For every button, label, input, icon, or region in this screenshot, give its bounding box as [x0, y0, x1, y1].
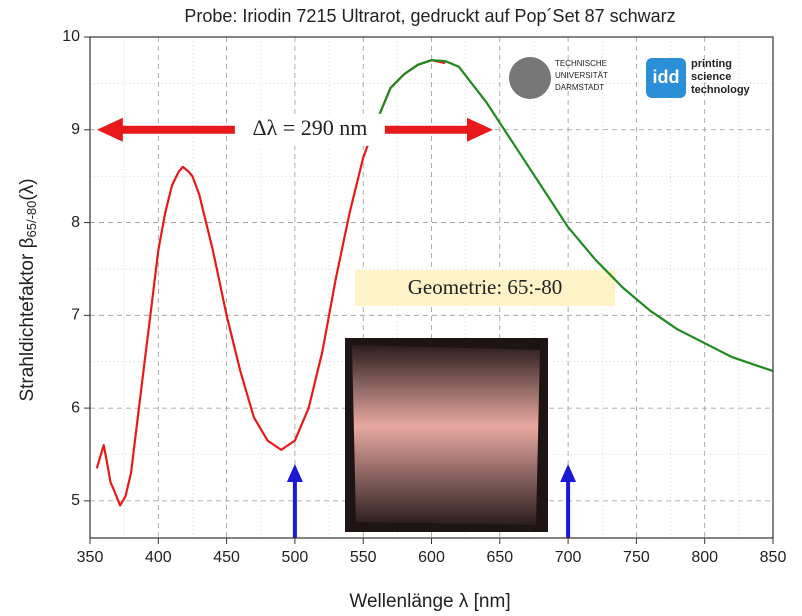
annotation-text: Δλ = 290 nm — [252, 115, 367, 140]
logo-tu-line: TECHNISCHE — [555, 59, 607, 68]
logo-tu-emblem — [509, 57, 551, 99]
data-line — [95, 59, 446, 507]
arrow-head — [466, 117, 493, 142]
annotation-box — [355, 270, 615, 306]
x-axis-label: Wellenlänge λ [nm] — [349, 591, 510, 612]
y-axis-label: Strahldichtefaktor β65/-80(λ) — [17, 178, 39, 401]
annotation-bg — [234, 113, 385, 146]
annotation-text: Geometrie: 65:-80 — [408, 275, 563, 299]
photo-sample — [352, 345, 540, 525]
x-tick-label: 350 — [77, 549, 104, 566]
x-tick-label: 800 — [691, 549, 718, 566]
y-label-suffix: (λ) — [17, 178, 38, 200]
logo-idd-text: idd — [653, 67, 680, 87]
x-tick-label: 550 — [350, 549, 377, 566]
y-label-text: Strahldichtefaktor β — [17, 237, 38, 401]
x-tick-label: 650 — [486, 549, 513, 566]
logos: TECHNISCHE UNIVERSITÄT DARMSTADT idd pri… — [509, 57, 751, 99]
x-tick-label: 450 — [213, 549, 240, 566]
y-tick-label: 6 — [71, 399, 80, 416]
y-tick-label: 10 — [62, 28, 80, 45]
logo-tu-line: DARMSTADT — [555, 83, 604, 92]
x-tick-label: 600 — [418, 549, 445, 566]
marker-arrow-head — [286, 464, 303, 482]
x-tick-label: 850 — [760, 549, 787, 566]
y-label-subscript: 65/-80 — [24, 201, 39, 238]
delta-arrow: Δλ = 290 nm — [96, 113, 493, 146]
plot: Δλ = 290 nm — [95, 59, 774, 538]
arrow-head — [96, 117, 123, 142]
data-line — [375, 59, 774, 373]
y-tick-label: 5 — [71, 492, 80, 509]
y-tick-label: 7 — [71, 307, 80, 324]
sample-photo — [345, 338, 548, 532]
logo-idd-line: science — [691, 71, 731, 83]
logo-idd-badge — [646, 58, 686, 98]
x-tick-label: 700 — [555, 549, 582, 566]
x-tick-label: 750 — [623, 549, 650, 566]
logo-tu-line: UNIVERSITÄT — [555, 71, 608, 80]
y-tick-label: 8 — [71, 214, 80, 231]
logo-idd-line: printing — [691, 58, 732, 70]
chart-title: Probe: Iriodin 7215 Ultrarot, gedruckt a… — [184, 6, 675, 26]
y-tick-label: 9 — [71, 121, 80, 138]
x-tick-label: 400 — [145, 549, 172, 566]
logo-idd-line: technology — [691, 84, 751, 96]
x-tick-label: 500 — [282, 549, 309, 566]
marker-arrow-head — [560, 464, 577, 482]
